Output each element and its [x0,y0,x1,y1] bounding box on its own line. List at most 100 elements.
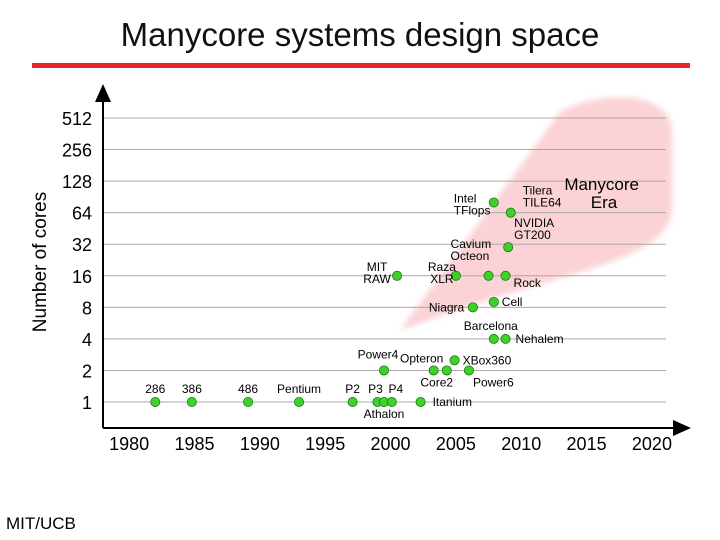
data-point [500,333,511,344]
point-label-line: TILE64 [523,196,562,210]
y-axis-label: Number of cores [30,192,51,332]
region-label-line-2: Era [591,193,618,212]
point-label: Power4 [358,347,399,361]
point-label: Nehalem [516,332,564,346]
point-label-line: RAW [363,272,391,286]
point-label-line: Raza [428,260,456,274]
footer-credit: MIT/UCB [6,514,76,533]
point-label: 286 [145,382,165,396]
data-point [463,365,474,376]
data-point [500,270,511,281]
point-label: Opteron [400,351,443,365]
data-point [467,302,478,313]
point-label-line: Octeon [451,249,490,263]
point-label-line: Opteron [400,351,443,365]
point-label-line: P3 [368,382,383,396]
y-tick-label: 64 [72,204,92,224]
x-tick-label: 2005 [436,434,476,454]
point-label-line: XLR [430,272,454,286]
point-label: Rock [514,276,542,290]
point-label-line: Pentium [277,382,321,396]
data-point [428,365,439,376]
y-tick-label: 512 [62,109,92,129]
data-point [488,296,499,307]
point-label: Intel TFlops [454,192,491,218]
point-label-line: Rock [514,276,542,290]
data-point [347,396,358,407]
title-underline [32,63,690,68]
point-label: Barcelona [464,319,518,333]
x-tick-label: 2000 [371,434,411,454]
point-label: P4 [388,382,403,396]
data-point [386,396,397,407]
data-point [243,396,254,407]
point-label-line: Cell [502,295,523,309]
point-label-line: Cavium [451,237,492,251]
x-tick-label: 2010 [501,434,541,454]
point-label-line: XBox360 [463,353,512,367]
data-point [488,333,499,344]
point-label-line: NVIDIA [514,216,554,230]
point-label: 386 [182,382,202,396]
y-tick-label: 32 [72,235,92,255]
data-point [449,355,460,366]
x-tick-label: 1990 [240,434,280,454]
y-tick-label: 128 [62,172,92,192]
point-label-line: Itanium [433,395,472,409]
data-point [450,270,461,281]
y-tick-label: 1 [82,393,92,413]
x-tick-label: 2020 [632,434,672,454]
point-label-line: 486 [238,382,258,396]
x-tick-label: 1985 [174,434,214,454]
manycore-era-region [400,97,672,331]
point-label: Itanium [433,395,472,409]
point-label-line: P4 [388,382,403,396]
point-label-line: TFlops [454,204,491,218]
data-point [186,396,197,407]
x-tick-label: 2015 [567,434,607,454]
data-point [503,242,514,253]
point-label: Niagra [429,300,465,314]
point-label: Cell [502,295,523,309]
data-point [415,396,426,407]
point-label-line: Athalon [364,407,405,421]
point-label-line: Core2 [420,375,453,389]
y-tick-label: 256 [62,141,92,161]
point-label-line: Intel [454,192,477,206]
y-tick-label: 16 [72,267,92,287]
data-point [392,270,403,281]
data-point [294,396,305,407]
point-label-line: Niagra [429,300,465,314]
point-label-line: Nehalem [516,332,564,346]
point-label: Cavium Octeon [451,237,492,263]
y-tick-label: 2 [82,361,92,381]
point-label: NVIDIA GT200 [514,216,554,242]
data-point [150,396,161,407]
region-label-line-1: Manycore [564,175,639,194]
data-point [505,207,516,218]
point-label-line: 286 [145,382,165,396]
point-label: 486 [238,382,258,396]
point-label: P2 [345,382,360,396]
point-label-line: Barcelona [464,319,518,333]
point-label: MIT RAW [363,260,391,286]
data-point [441,365,452,376]
data-point [488,197,499,208]
x-tick-label: 1995 [305,434,345,454]
region-label: Manycore Era [564,175,643,212]
point-label: Tilera TILE64 [523,184,562,210]
point-label: Power6 [473,375,514,389]
point-label: Raza XLR [428,260,456,286]
x-tick-label: 1980 [109,434,149,454]
point-label-line: Tilera [523,184,553,198]
point-label-line: Power6 [473,375,514,389]
y-tick-label: 4 [82,330,92,350]
point-label-line: P2 [345,382,360,396]
point-label: XBox360 [463,353,512,367]
point-label-line: MIT [367,260,388,274]
point-label: Pentium [277,382,321,396]
slide-title: Manycore systems design space [120,16,600,53]
point-label-line: GT200 [514,228,551,242]
point-label-line: Power4 [358,347,399,361]
